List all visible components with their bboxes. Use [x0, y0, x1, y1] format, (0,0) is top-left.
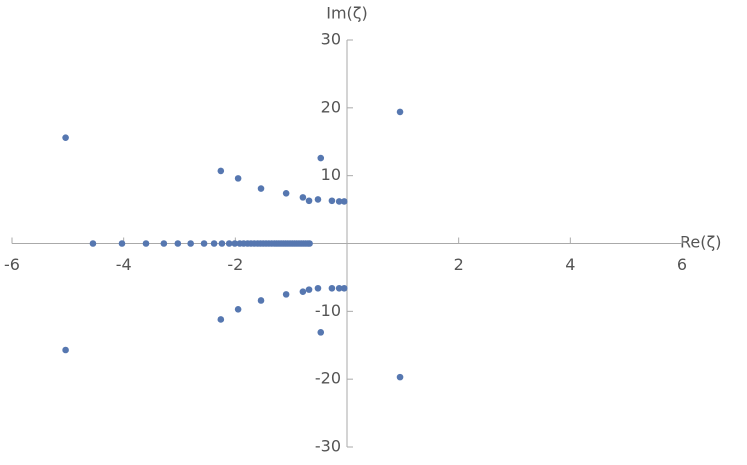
point	[217, 167, 225, 175]
x-tick-label: -2	[227, 255, 243, 274]
point	[89, 240, 97, 247]
point	[118, 240, 126, 247]
point	[62, 346, 69, 354]
point	[306, 240, 313, 247]
y-axis-label: Im(ζ)	[326, 4, 368, 23]
x-tick-label: 2	[454, 255, 464, 274]
y-tick-label: 20	[321, 97, 341, 116]
point	[314, 284, 322, 292]
point	[328, 284, 336, 292]
point	[317, 329, 325, 336]
point	[257, 185, 265, 192]
point	[335, 284, 343, 292]
point	[234, 175, 242, 182]
point	[234, 305, 242, 313]
point	[305, 197, 313, 205]
point	[340, 198, 348, 205]
point	[396, 108, 404, 116]
point	[335, 198, 343, 205]
point	[340, 284, 348, 292]
x-tick-label: 6	[677, 255, 687, 274]
x-tick-label: -6	[4, 255, 20, 274]
x-tick-label: -4	[116, 255, 132, 274]
point	[396, 373, 404, 381]
y-tick-label: 10	[321, 165, 341, 184]
y-tick-label: -20	[315, 369, 341, 388]
point	[218, 240, 226, 247]
point	[314, 196, 322, 203]
x-tick-label: 4	[565, 255, 575, 274]
point	[200, 240, 208, 247]
x-axis-label: Re(ζ)	[680, 233, 721, 252]
y-tick-label: -30	[315, 437, 341, 456]
point	[231, 240, 239, 247]
y-tick-label: -10	[315, 301, 341, 320]
point	[282, 291, 290, 298]
point	[174, 240, 182, 247]
point	[299, 288, 307, 295]
point	[142, 240, 150, 247]
y-tick-label: 30	[321, 30, 341, 49]
point	[282, 190, 290, 197]
point	[299, 194, 307, 201]
point	[225, 240, 233, 247]
point	[257, 297, 265, 304]
point	[217, 316, 225, 323]
point	[62, 134, 69, 141]
point	[160, 240, 168, 247]
point	[317, 154, 325, 162]
point	[305, 286, 313, 293]
point	[210, 240, 218, 247]
point	[328, 197, 336, 205]
point	[187, 240, 194, 247]
